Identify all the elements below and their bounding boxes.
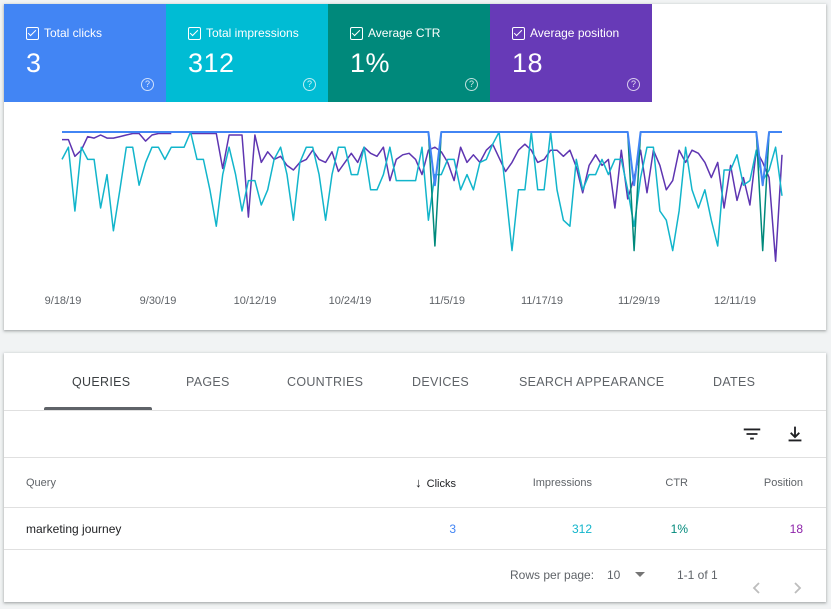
active-tab-indicator: [44, 407, 152, 410]
query-cell: marketing journey: [26, 522, 122, 536]
column-header-clicks[interactable]: ↓ Clicks: [415, 458, 456, 509]
dropdown-arrow-icon: [635, 572, 645, 577]
x-tick-label: 10/12/19: [234, 295, 277, 307]
x-tick-label: 10/24/19: [329, 295, 372, 307]
metric-tiles: Total clicks 3 ? Total impressions 312 ?…: [4, 4, 652, 102]
pagination: Rows per page: 10 1-1 of 1: [4, 550, 826, 600]
metric-value: 312: [188, 48, 235, 78]
rows-per-page-label: Rows per page:: [510, 568, 595, 582]
clicks-cell: 3: [449, 522, 456, 536]
rows-per-page-value: 10: [607, 568, 621, 582]
help-icon[interactable]: ?: [627, 78, 640, 91]
checkbox-icon[interactable]: [188, 26, 201, 40]
metric-average-ctr[interactable]: Average CTR 1% ?: [328, 4, 490, 102]
series-line-total-impressions: [61, 131, 783, 252]
filter-icon[interactable]: [741, 423, 763, 445]
column-header-impressions[interactable]: Impressions: [532, 477, 592, 489]
performance-chart: 9/18/19 9/30/19 10/12/19 10/24/19 11/5/19 11/…: [45, 131, 783, 307]
x-tick-label: 11/5/19: [429, 295, 465, 307]
help-icon[interactable]: ?: [465, 78, 478, 91]
table-row[interactable]: marketing journey 3 312 1% 18: [4, 508, 826, 550]
metric-value: 3: [26, 48, 42, 78]
column-header-query[interactable]: Query: [26, 477, 56, 489]
tab-devices[interactable]: DEVICES: [412, 375, 469, 389]
performance-chart-card: 9/18/19 9/30/19 10/12/19 10/24/19 11/5/19 11/…: [4, 4, 826, 330]
table-toolbar: [4, 411, 826, 458]
metric-label: Average position: [530, 26, 620, 40]
impressions-cell: 312: [571, 522, 592, 536]
tab-search-appearance[interactable]: SEARCH APPEARANCE: [519, 375, 665, 389]
metric-label: Total clicks: [44, 26, 103, 40]
report-table-card: QUERIES PAGES COUNTRIES DEVICES SEARCH A…: [4, 353, 826, 602]
metric-label: Total impressions: [206, 26, 299, 40]
ctr-cell: 1%: [670, 522, 688, 536]
checkbox-icon[interactable]: [350, 26, 363, 40]
metric-total-impressions[interactable]: Total impressions 312 ?: [166, 4, 328, 102]
column-header-ctr[interactable]: CTR: [665, 477, 688, 489]
x-tick-label: 11/17/19: [521, 295, 563, 307]
next-page-icon[interactable]: [790, 567, 804, 594]
help-icon[interactable]: ?: [141, 78, 154, 91]
dimension-tabs: QUERIES PAGES COUNTRIES DEVICES SEARCH A…: [4, 353, 826, 411]
checkbox-icon[interactable]: [26, 26, 39, 40]
metric-label: Average CTR: [368, 26, 441, 40]
download-icon[interactable]: [784, 423, 806, 445]
table-header: Query ↓ Clicks Impressions CTR Position: [4, 458, 826, 508]
tab-countries[interactable]: COUNTRIES: [287, 375, 364, 389]
tab-pages[interactable]: PAGES: [186, 375, 230, 389]
metric-value: 18: [512, 48, 544, 78]
metric-value: 1%: [350, 48, 391, 78]
x-tick-label: 11/29/19: [618, 295, 660, 307]
help-icon[interactable]: ?: [303, 78, 316, 91]
x-tick-label: 12/11/19: [714, 295, 756, 307]
checkbox-icon[interactable]: [512, 26, 525, 40]
sort-arrow-icon: ↓: [415, 475, 422, 490]
x-tick-label: 9/18/19: [45, 295, 82, 307]
position-cell: 18: [789, 522, 803, 536]
series-line-total-clicks: [62, 131, 782, 187]
tab-dates[interactable]: DATES: [713, 375, 756, 389]
page-range: 1-1 of 1: [677, 568, 718, 582]
tab-queries[interactable]: QUERIES: [72, 375, 131, 389]
column-header-clicks-label: Clicks: [426, 478, 456, 490]
x-tick-label: 9/30/19: [140, 295, 177, 307]
metric-total-clicks[interactable]: Total clicks 3 ?: [4, 4, 166, 102]
metric-average-position[interactable]: Average position 18 ?: [490, 4, 652, 102]
column-header-position[interactable]: Position: [763, 477, 803, 489]
previous-page-icon[interactable]: [750, 567, 764, 594]
